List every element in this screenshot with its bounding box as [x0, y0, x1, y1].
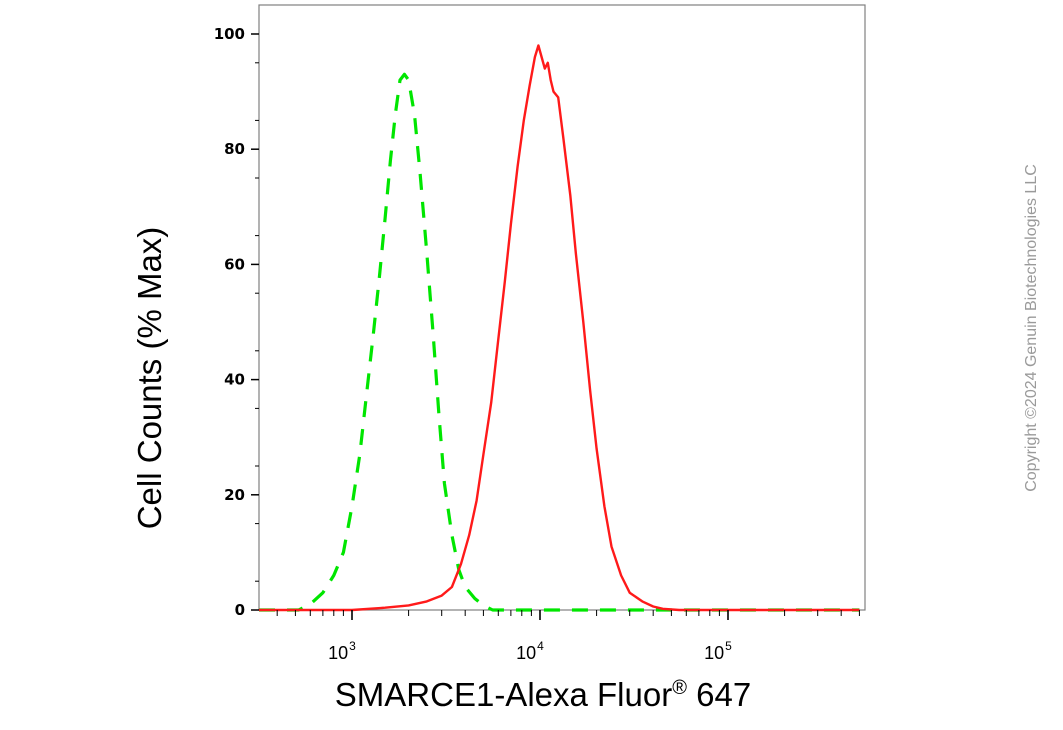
x-axis: 103 104 105: [276, 610, 860, 663]
x-axis-label: SMARCE1-Alexa Fluor® 647: [335, 676, 751, 713]
plot-frame: [258, 4, 866, 611]
x-tick-base: 10: [704, 643, 724, 663]
y-axis-label: Cell Counts (% Max): [131, 227, 168, 530]
x-tick-exponent: 3: [349, 639, 356, 653]
y-tick-label: 60: [224, 255, 245, 273]
x-tick-base: 10: [328, 643, 348, 663]
x-tick-label: 103: [328, 639, 356, 663]
y-axis: 0 20 40 60 80 100: [214, 25, 259, 619]
x-axis-label-suffix: 647: [687, 676, 751, 713]
x-axis-label-main: SMARCE1-Alexa Fluor: [335, 676, 672, 713]
control-curve: [259, 72, 860, 612]
x-tick-exponent: 5: [725, 639, 732, 653]
x-tick-label: 104: [516, 639, 544, 663]
y-tick-label: 40: [224, 371, 245, 389]
y-tick-label: 80: [224, 140, 245, 158]
curves: [259, 44, 860, 612]
y-tick-label: 0: [235, 601, 245, 619]
x-tick-exponent: 4: [537, 639, 544, 653]
x-tick-base: 10: [516, 643, 536, 663]
sample-curve: [259, 44, 860, 612]
y-tick-label: 100: [214, 25, 245, 43]
copyright-watermark: Copyright ©2024 Genuin Biotechnologies L…: [1023, 164, 1040, 492]
x-axis-label-superscript: ®: [672, 677, 687, 699]
y-tick-label: 20: [224, 486, 245, 504]
x-tick-label: 105: [704, 639, 732, 663]
